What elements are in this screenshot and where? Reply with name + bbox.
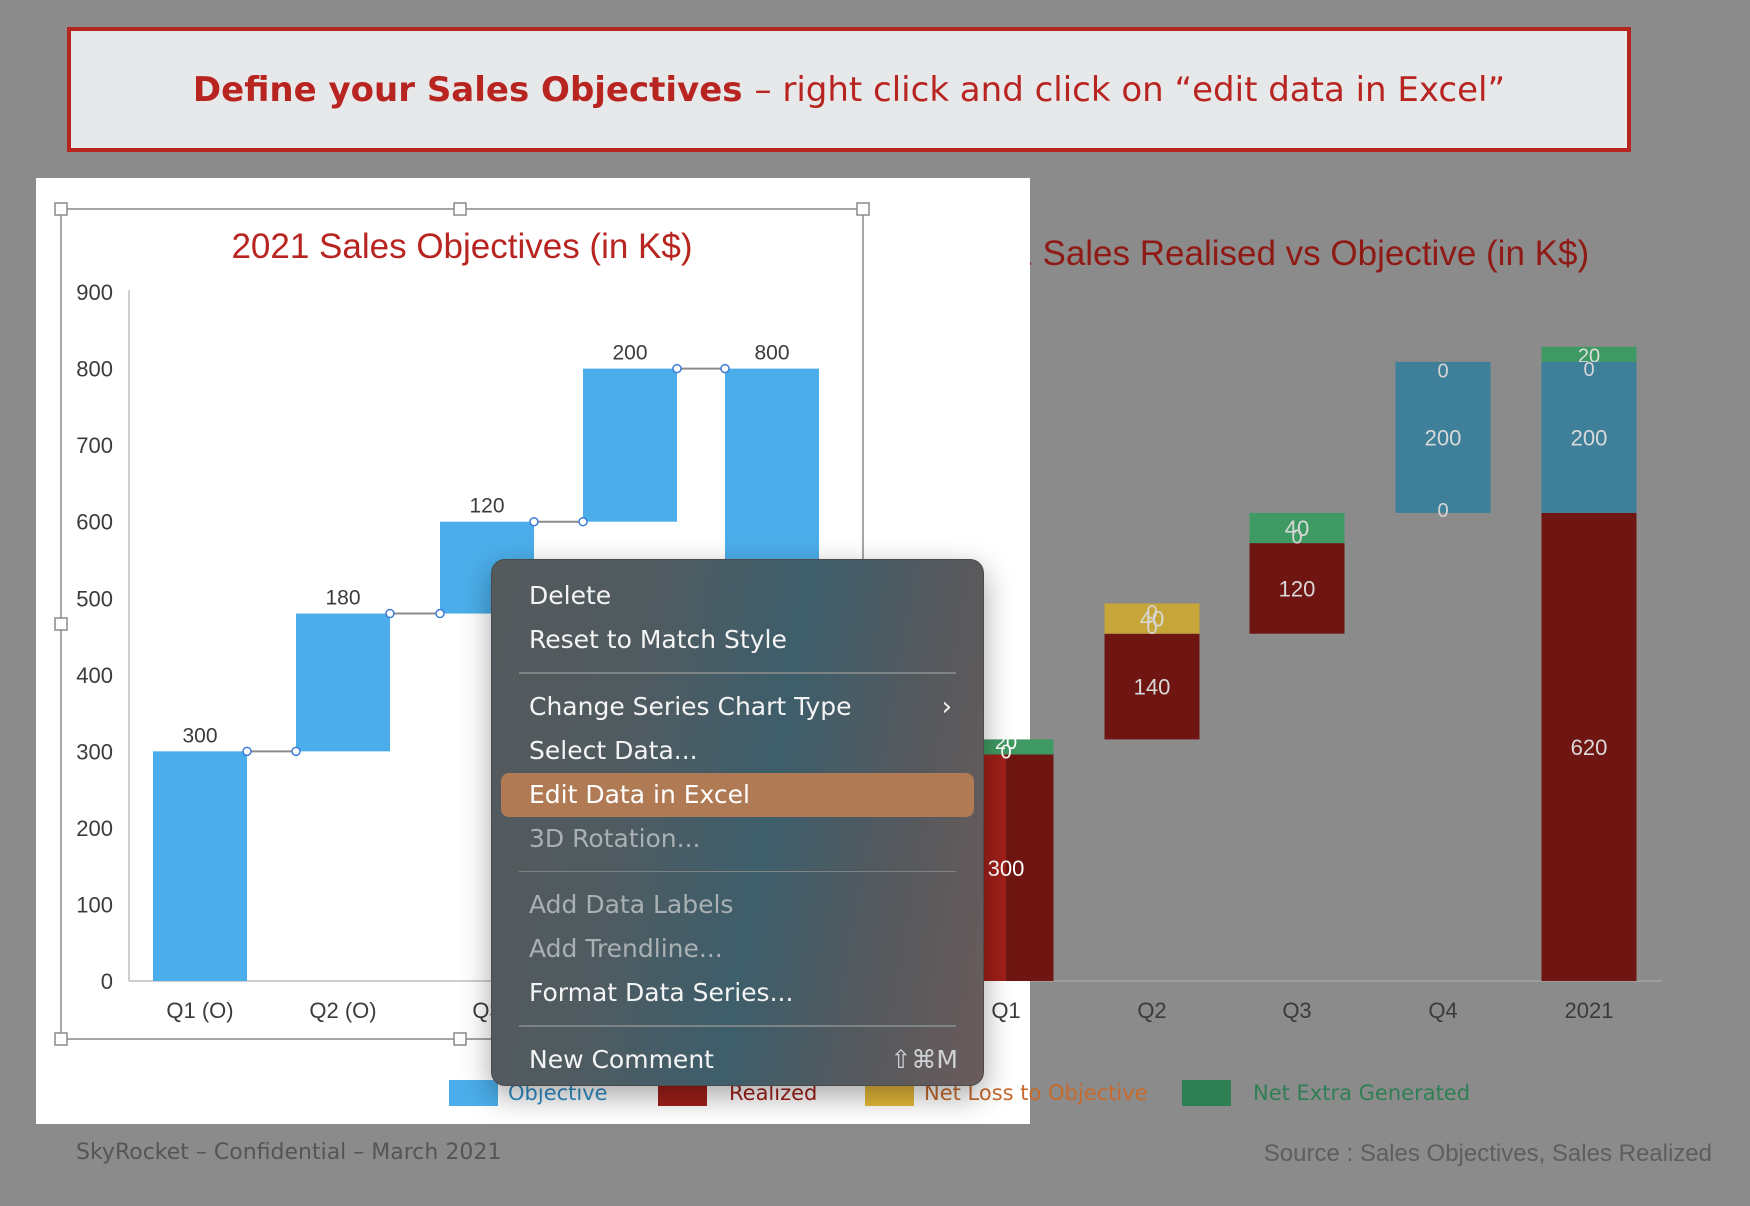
menu-item-new-comment[interactable]: New Comment ⇧⌘M (501, 1038, 974, 1082)
selection-handle (453, 1032, 467, 1046)
right-x-tick-label: Q1 (991, 998, 1020, 1023)
left-bar-objective (583, 368, 677, 522)
left-data-label: 120 (469, 495, 504, 518)
left-data-label: 180 (325, 587, 360, 610)
legend-swatch-objective (449, 1080, 498, 1106)
right-bar-net-extra-generated (1541, 346, 1637, 362)
left-x-tick-label: Q2 (O) (309, 998, 376, 1023)
legend-label-net-extra: Net Extra Generated (1253, 1081, 1471, 1105)
footer-source: Source : Sales Objectives, Sales Realize… (1263, 1140, 1712, 1167)
right-data-label: 140 (1134, 675, 1171, 700)
connector-handle (291, 746, 301, 757)
right-data-label: 40 (1285, 516, 1309, 541)
left-data-label: 300 (182, 724, 217, 747)
left-y-tick-label: 100 (76, 892, 113, 917)
right-bar-realized-q1-shadow (1006, 754, 1054, 981)
menu-item-edit-data-in-excel[interactable]: Edit Data in Excel (501, 772, 974, 817)
right-bar-realized (1541, 512, 1637, 981)
right-x-tick-label: Q3 (1282, 998, 1311, 1023)
right-zero-label: 0 (1437, 360, 1448, 382)
connector-handle (435, 608, 445, 619)
right-bar-realized (1104, 633, 1200, 740)
right-chart-title: 2021 Sales Realised vs Objective (in K$) (955, 234, 1589, 273)
left-y-tick-label: 200 (76, 816, 113, 841)
menu-separator (519, 1025, 956, 1027)
right-zero-label: 0 (1146, 617, 1157, 639)
right-x-tick-label: 2021 (1565, 998, 1614, 1023)
right-bar-realized (1249, 543, 1345, 634)
menu-item-format-data-series[interactable]: Format Data Series... (529, 978, 794, 1007)
connector-handle (720, 363, 730, 374)
right-data-label: 620 (1571, 735, 1608, 760)
selection-handle (54, 617, 68, 631)
left-bar-objective (153, 751, 247, 981)
left-y-tick-label: 700 (76, 433, 113, 458)
connector-handle (385, 608, 395, 619)
right-zero-label: 0 (1000, 742, 1011, 764)
menu-item-reset-to-match-style[interactable]: Reset to Match Style (529, 625, 787, 654)
connector-handle (672, 363, 682, 374)
right-zero-label: 0 (1583, 359, 1594, 381)
legend-swatch-net-extra (1182, 1080, 1231, 1106)
connector-handle (578, 516, 588, 527)
right-data-label: 40 (1140, 607, 1164, 632)
menu-item-new-comment-label: New Comment (529, 1044, 714, 1074)
selection-handle (856, 202, 870, 216)
right-bar-net-extra-generated (1249, 512, 1345, 544)
right-data-label: 200 (1571, 425, 1608, 450)
legend-item-net-extra: Net Extra Generated (1182, 1080, 1470, 1106)
footer-confidential: SkyRocket – Confidential – March 2021 (76, 1140, 502, 1165)
right-zero-label: 0 (1146, 602, 1157, 624)
left-y-tick-label: 800 (76, 357, 113, 382)
right-bar-net-loss-to-objective (1104, 603, 1200, 634)
right-data-label: 120 (1279, 576, 1316, 601)
left-data-label: 800 (754, 342, 789, 365)
right-x-tick-label: Q2 (1137, 998, 1166, 1023)
legend-item-net-loss: Net Loss to Objective (865, 1080, 1148, 1106)
right-data-label: 20 (995, 732, 1017, 754)
menu-item-delete[interactable]: Delete (529, 581, 612, 610)
banner-bold-text: Define your Sales Objectives (192, 69, 743, 110)
left-chart-title: 2021 Sales Objectives (in K$) (231, 227, 692, 266)
left-x-tick-label: Q1 (O) (166, 998, 233, 1023)
right-data-label: 300 (988, 856, 1025, 881)
menu-item-add-trendline: Add Trendline... (529, 934, 723, 963)
menu-item-add-data-labels: Add Data Labels (529, 890, 734, 919)
right-bar-net-extra-q1-visible (984, 739, 1054, 755)
right-data-label: 20 (1578, 345, 1600, 367)
menu-separator (519, 870, 956, 872)
left-y-tick-label: 900 (76, 280, 113, 305)
selection-handle (54, 1032, 68, 1046)
right-zero-label: 0 (1437, 500, 1448, 522)
instruction-banner: Define your Sales Objectives – right cli… (67, 27, 1631, 152)
menu-item-change-series-chart-type[interactable]: Change Series Chart Type › (501, 685, 974, 729)
banner-text: – right click and click on “edit data in… (754, 69, 1506, 110)
right-x-tick-label: Q4 (1428, 998, 1457, 1023)
left-y-tick-label: 400 (76, 663, 113, 688)
left-y-tick-label: 300 (76, 739, 113, 764)
left-bar-objective (296, 613, 390, 752)
right-data-label: 200 (1425, 425, 1462, 450)
left-data-label: 200 (612, 342, 647, 365)
menu-separator (519, 672, 956, 674)
right-bar-objective (1541, 361, 1637, 513)
menu-item-3d-rotation: 3D Rotation... (529, 823, 701, 853)
right-zero-label: 0 (1291, 527, 1302, 549)
selection-handle (54, 202, 68, 216)
connector-handle (242, 746, 252, 757)
chevron-right-icon: › (941, 691, 952, 722)
keyboard-shortcut: ⇧⌘M (890, 1044, 958, 1074)
left-y-tick-label: 0 (101, 969, 113, 994)
selection-handle (453, 202, 467, 216)
left-y-tick-label: 600 (76, 510, 113, 535)
connector-handle (529, 516, 539, 527)
right-bar-objective (1395, 361, 1491, 513)
context-menu: Delete Reset to Match Style Change Serie… (491, 559, 984, 1086)
left-y-tick-label: 500 (76, 586, 113, 611)
menu-item-select-data[interactable]: Select Data... (529, 735, 698, 765)
menu-item-change-series-chart-type-label: Change Series Chart Type (529, 691, 852, 721)
